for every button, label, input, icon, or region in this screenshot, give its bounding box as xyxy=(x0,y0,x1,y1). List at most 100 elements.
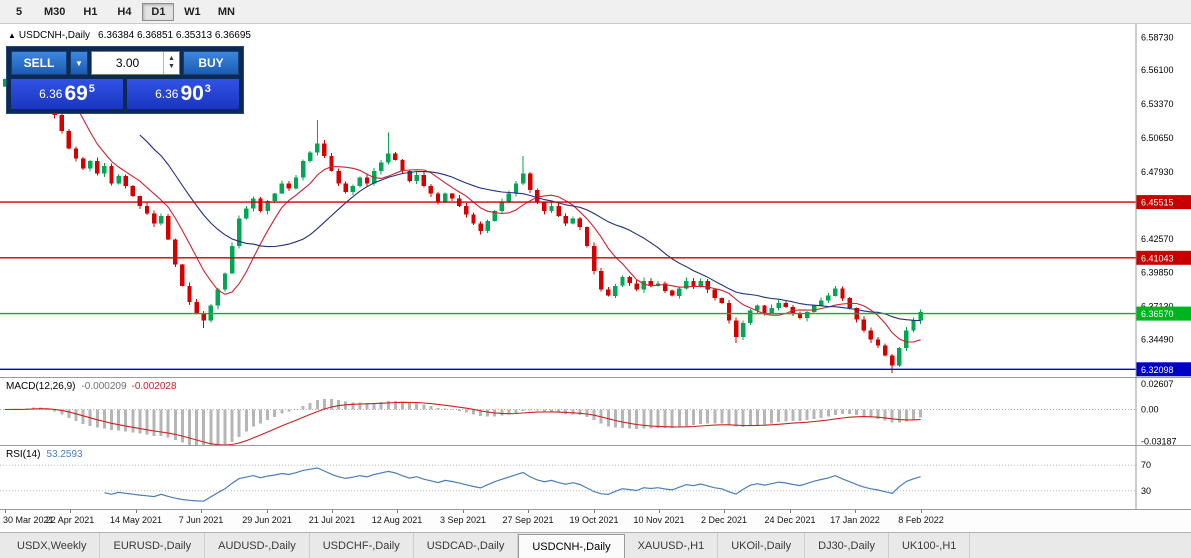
spinner-up-icon: ▲ xyxy=(168,55,175,63)
volume-field: 3.00 ▲ ▼ xyxy=(91,51,180,75)
trade-options-dropdown[interactable]: ▼ xyxy=(70,51,88,75)
timeframe-toolbar: 5 M30 H1 H4 D1 W1 MN xyxy=(0,0,1191,24)
ma-line-20 xyxy=(139,134,921,322)
buy-price-prefix: 6.36 xyxy=(155,87,179,101)
buy-price-pip: 3 xyxy=(204,83,211,95)
date-tick-mark xyxy=(332,510,333,513)
timeframe-button-h1[interactable]: H1 xyxy=(83,6,98,18)
date-tick-mark xyxy=(397,510,398,513)
date-tick-mark xyxy=(201,510,202,513)
one-click-trading-panel: SELL ▼ 3.00 ▲ ▼ BUY 6.36 69 5 6.36 90 3 xyxy=(6,46,244,114)
volume-input[interactable]: 3.00 xyxy=(115,56,140,70)
svg-text:6.34490: 6.34490 xyxy=(1141,335,1174,345)
svg-text:6.50650: 6.50650 xyxy=(1141,133,1174,143)
date-tick-mark xyxy=(5,510,6,513)
macd-label: MACD(12,26,9) -0.000209 -0.002028 xyxy=(6,381,177,392)
symbol-tab-usdcad-daily[interactable]: USDCAD-,Daily xyxy=(414,533,519,558)
svg-text:0.02607: 0.02607 xyxy=(1141,379,1174,389)
rsi-name: RSI(14) xyxy=(6,449,41,460)
rsi-label: RSI(14) 53.2593 xyxy=(6,449,83,460)
timeframe-button-h4[interactable]: H4 xyxy=(117,6,132,18)
date-tick-mark xyxy=(528,510,529,513)
rsi-pane[interactable]: 70 30 xyxy=(0,446,1191,510)
date-label: 12 Aug 2021 xyxy=(371,515,423,525)
date-tick-mark xyxy=(659,510,660,513)
svg-text:6.56100: 6.56100 xyxy=(1141,65,1174,75)
date-label: 14 May 2021 xyxy=(109,515,163,525)
svg-text:6.47930: 6.47930 xyxy=(1141,167,1174,177)
symbol-tab-usdcnh-daily[interactable]: USDCNH-,Daily xyxy=(518,534,625,558)
symbol-tab-ukoil-daily[interactable]: UKOil-,Daily xyxy=(718,533,806,558)
date-label: 3 Sep 2021 xyxy=(439,515,487,525)
date-label: 29 Jun 2021 xyxy=(242,515,292,525)
rsi-axis-tick: 70 xyxy=(1141,460,1151,470)
symbol-tab-uk100-h1[interactable]: UK100-,H1 xyxy=(889,533,971,558)
symbol-name: USDCNH-,Daily xyxy=(18,30,91,41)
date-tick-mark xyxy=(70,510,71,513)
macd-signal-value: -0.002028 xyxy=(131,381,177,392)
date-axis[interactable]: 30 Mar 2021 22 Apr 2021 14 May 2021 7 Jun 2… xyxy=(0,510,1191,532)
chart-window: 6.58730 6.56100 6.53370 6.50650 6.47930 6.425… xyxy=(0,24,1191,532)
rsi-line xyxy=(104,467,921,502)
date-tick-mark xyxy=(136,510,137,513)
sell-price-pip: 5 xyxy=(88,83,95,95)
level-badge: 6.45515 xyxy=(1136,195,1191,210)
level-badge: 6.32098 xyxy=(1136,362,1191,377)
date-tick-mark xyxy=(921,510,922,513)
date-label: 8 Feb 2022 xyxy=(898,515,944,525)
timeframe-button-m30[interactable]: M30 xyxy=(44,6,66,18)
sell-price-prefix: 6.36 xyxy=(39,87,63,101)
svg-text:6.32098: 6.32098 xyxy=(1141,365,1174,375)
macd-histogram xyxy=(3,398,923,446)
symbol-ohlc-values: 6.36384 6.36851 6.35313 6.36695 xyxy=(98,30,251,41)
sell-price-button[interactable]: 6.36 69 5 xyxy=(11,79,123,109)
svg-text:6.36570: 6.36570 xyxy=(1141,309,1174,319)
svg-text:6.45515: 6.45515 xyxy=(1141,198,1174,208)
svg-text:6.39850: 6.39850 xyxy=(1141,268,1174,278)
date-label: 2 Dec 2021 xyxy=(700,515,748,525)
date-tick-mark xyxy=(463,510,464,513)
date-label: 21 Jul 2021 xyxy=(308,515,356,525)
macd-signal-line xyxy=(4,401,921,446)
date-tick-mark xyxy=(855,510,856,513)
buy-price-button[interactable]: 6.36 90 3 xyxy=(127,79,239,109)
volume-stepper[interactable]: ▲ ▼ xyxy=(163,52,179,74)
symbol-info: ▲ USDCNH-,Daily 6.36384 6.36851 6.35313 6.… xyxy=(8,30,251,41)
macd-axis-ticks: 0.02607 0.00 -0.03187 xyxy=(1141,379,1177,446)
symbol-tab-usdx-weekly[interactable]: USDX,Weekly xyxy=(4,533,101,558)
symbol-tab-eurusd-daily[interactable]: EURUSD-,Daily xyxy=(100,533,206,558)
date-label: 19 Oct 2021 xyxy=(569,515,619,525)
date-label: 24 Dec 2021 xyxy=(764,515,816,525)
level-badge: 6.36570 xyxy=(1136,306,1191,321)
timeframe-button-5[interactable]: 5 xyxy=(15,6,23,18)
sell-price-big-digits: 69 xyxy=(64,82,88,105)
date-label: 27 Sep 2021 xyxy=(502,515,554,525)
timeframe-button-d1[interactable]: D1 xyxy=(142,3,175,21)
date-tick-mark xyxy=(724,510,725,513)
rsi-axis-tick: 30 xyxy=(1141,486,1151,496)
svg-text:6.42570: 6.42570 xyxy=(1141,234,1174,244)
symbol-tab-xauusd-h1[interactable]: XAUUSD-,H1 xyxy=(625,533,719,558)
date-tick-mark xyxy=(594,510,595,513)
date-tick-mark xyxy=(790,510,791,513)
date-label: 17 Jan 2022 xyxy=(830,515,880,525)
date-label: 30 Mar 2021 xyxy=(3,515,54,525)
macd-name: MACD(12,26,9) xyxy=(6,381,76,392)
svg-text:-0.03187: -0.03187 xyxy=(1141,436,1177,446)
sell-button[interactable]: SELL xyxy=(11,51,67,75)
svg-text:6.41043: 6.41043 xyxy=(1141,253,1174,263)
symbol-tab-dj30-daily[interactable]: DJ30-,Daily xyxy=(805,533,889,558)
timeframe-button-mn[interactable]: MN xyxy=(217,6,235,18)
up-arrow-icon: ▲ xyxy=(8,31,16,40)
macd-pane[interactable]: 0.02607 0.00 -0.03187 xyxy=(0,378,1191,446)
date-label: 10 Nov 2021 xyxy=(633,515,685,525)
symbol-tab-audusd-daily[interactable]: AUDUSD-,Daily xyxy=(205,533,310,558)
timeframe-button-w1[interactable]: W1 xyxy=(184,6,201,18)
svg-text:0.00: 0.00 xyxy=(1141,405,1159,415)
symbol-tab-usdchf-daily[interactable]: USDCHF-,Daily xyxy=(310,533,414,558)
ma-line-8 xyxy=(54,80,921,343)
date-tick-mark xyxy=(267,510,268,513)
level-badge: 6.41043 xyxy=(1136,250,1191,265)
chevron-down-icon: ▼ xyxy=(75,58,83,68)
buy-button[interactable]: BUY xyxy=(183,51,239,75)
